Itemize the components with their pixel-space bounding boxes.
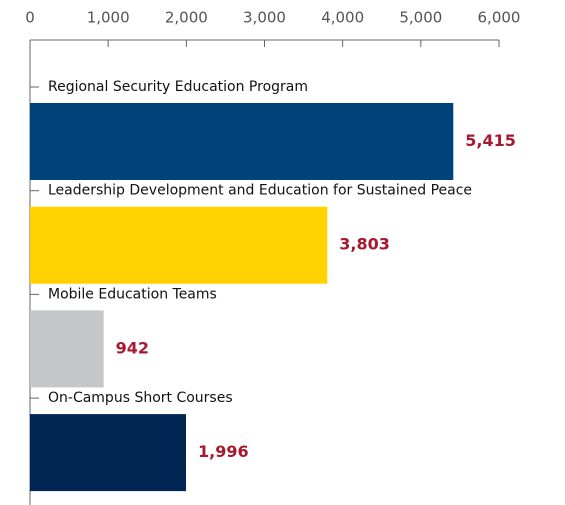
x-tick-label: 4,000 xyxy=(321,9,364,27)
bar xyxy=(30,206,328,284)
x-tick-label: 3,000 xyxy=(243,9,286,27)
value-label: 1,996 xyxy=(198,442,249,461)
category-label: Mobile Education Teams xyxy=(48,286,217,302)
x-tick-label: 1,000 xyxy=(87,9,130,27)
bar xyxy=(30,414,187,492)
category-label: Regional Security Education Program xyxy=(48,79,308,95)
x-tick-label: 0 xyxy=(25,9,35,27)
category-label: On-Campus Short Courses xyxy=(48,390,233,406)
bar xyxy=(30,310,104,388)
x-tick-label: 5,000 xyxy=(399,9,442,27)
value-label: 5,415 xyxy=(465,131,516,150)
x-tick-label: 6,000 xyxy=(478,9,521,27)
category-label: Leadership Development and Education for… xyxy=(48,183,472,199)
value-label: 942 xyxy=(116,338,149,357)
x-tick-label: 2,000 xyxy=(165,9,208,27)
value-label: 3,803 xyxy=(339,235,390,254)
bar xyxy=(30,103,454,180)
